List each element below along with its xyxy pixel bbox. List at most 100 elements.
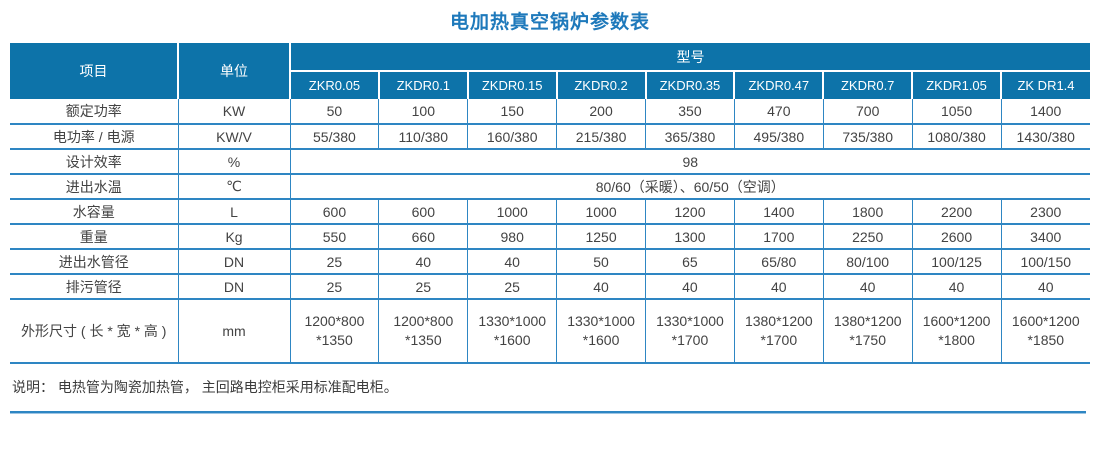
row-label: 重量: [10, 224, 179, 250]
table-row: 外形尺寸 ( 长 * 宽 * 高 ) mm 1200*800 *1350 1200*8…: [10, 299, 1090, 364]
value-cell: 65/80: [734, 249, 824, 275]
value-cell: 50: [556, 249, 646, 275]
row-unit: %: [178, 149, 291, 175]
value-cell: 1330*1000 *1600: [467, 299, 558, 364]
value-cell: 40: [912, 274, 1002, 300]
value-cell: 1330*1000 *1600: [556, 299, 646, 364]
column-header-model: ZKDR0.47: [734, 71, 825, 99]
table-body: 额定功率 KW 50 100 150 200 350 470 700 1050 1400 电功率 / …: [10, 99, 1090, 364]
row-label: 进出水温: [10, 174, 179, 200]
table-header: 项目 单位 型号 ZKR0.05 ZKDR0.1 ZKDR0.15 ZKDR0.2 ZK…: [10, 43, 1090, 99]
value-cell: 350: [645, 99, 735, 125]
row-label: 电功率 / 电源: [10, 124, 179, 150]
value-cell: 1400: [1001, 99, 1090, 125]
value-cell: 1000: [467, 199, 558, 225]
value-cell: 200: [556, 99, 646, 125]
column-header-item: 项目: [10, 43, 179, 99]
bottom-divider: [10, 411, 1086, 413]
value-cell: 1250: [556, 224, 646, 250]
header-row-models: ZKR0.05 ZKDR0.1 ZKDR0.15 ZKDR0.2 ZKDR0.35 ZKD…: [10, 71, 1090, 99]
header-row-top: 项目 单位 型号: [10, 43, 1090, 99]
column-header-model: ZKDR0.1: [378, 71, 469, 99]
row-label: 进出水管径: [10, 249, 179, 275]
value-cell: 470: [734, 99, 824, 125]
row-label: 额定功率: [10, 99, 179, 125]
value-cell: 2250: [823, 224, 913, 250]
value-cell: 65: [645, 249, 735, 275]
column-header-model: ZKDR0.2: [556, 71, 647, 99]
value-cell: 40: [1001, 274, 1090, 300]
value-cell: 1000: [556, 199, 646, 225]
value-cell: 980: [467, 224, 558, 250]
row-label: 外形尺寸 ( 长 * 宽 * 高 ): [10, 299, 179, 364]
value-cell: 100/125: [912, 249, 1002, 275]
column-header-model: ZKR0.05: [290, 71, 380, 99]
row-unit: ℃: [178, 174, 291, 200]
value-cell: 550: [290, 224, 380, 250]
value-cell: 40: [645, 274, 735, 300]
row-unit: L: [178, 199, 291, 225]
column-header-model: ZKDR1.05: [912, 71, 1002, 99]
row-unit: Kg: [178, 224, 291, 250]
value-cell: 495/380: [734, 124, 824, 150]
value-cell: 25: [290, 274, 380, 300]
value-cell: 40: [823, 274, 913, 300]
column-header-model: ZK DR1.4: [1001, 71, 1090, 99]
row-unit: DN: [178, 249, 291, 275]
value-cell: 1080/380: [912, 124, 1002, 150]
column-header-model: ZKDR0.7: [823, 71, 914, 99]
value-cell: 1600*1200 *1800: [912, 299, 1002, 364]
value-cell: 2200: [912, 199, 1002, 225]
value-cell: 2600: [912, 224, 1002, 250]
value-cell: 25: [378, 274, 469, 300]
value-cell: 25: [290, 249, 380, 275]
value-cell: 1380*1200 *1750: [823, 299, 913, 364]
row-unit: DN: [178, 274, 291, 300]
value-cell: 150: [467, 99, 558, 125]
table-row: 进出水温 ℃ 80/60（采暖）、60/50（空调）: [10, 174, 1090, 200]
value-cell: 1600*1200 *1850: [1001, 299, 1090, 364]
table-row: 电功率 / 电源 KW/V 55/380 110/380 160/380 215/380 3…: [10, 124, 1090, 150]
value-cell: 100/150: [1001, 249, 1090, 275]
value-cell: 365/380: [645, 124, 735, 150]
value-cell: 40: [734, 274, 824, 300]
value-cell: 3400: [1001, 224, 1090, 250]
value-cell: 40: [378, 249, 469, 275]
value-cell: 1430/380: [1001, 124, 1090, 150]
note-text: 说明： 电热管为陶瓷加热管， 主回路电控柜采用标准配电柜。: [12, 379, 398, 395]
value-cell: 1330*1000 *1700: [645, 299, 735, 364]
row-label: 设计效率: [10, 149, 179, 175]
table-row: 设计效率% 98: [10, 149, 1090, 175]
column-header-model: ZKDR0.35: [645, 71, 736, 99]
value-cell: 215/380: [556, 124, 646, 150]
value-cell: 2300: [1001, 199, 1090, 225]
column-header-unit: 单位: [178, 43, 291, 99]
table-row: 排污管径 DN 25 25 25 40 40 40 40 40 40: [10, 274, 1090, 300]
value-cell: 1400: [734, 199, 824, 225]
value-cell: 40: [467, 249, 558, 275]
value-cell: 160/380: [467, 124, 558, 150]
value-cell: 1200*800 *1350: [378, 299, 469, 364]
row-label: 排污管径: [10, 274, 179, 300]
value-cell: 600: [378, 199, 469, 225]
value-cell: 700: [823, 99, 913, 125]
merged-value-cell: 98: [290, 149, 1090, 175]
value-cell: 1800: [823, 199, 913, 225]
table-row: 水容量 L 600 600 1000 1000 1200 1400 1800 2200 2300: [10, 199, 1090, 225]
column-header-model: ZKDR0.15: [467, 71, 558, 99]
value-cell: 1700: [734, 224, 824, 250]
value-cell: 1300: [645, 224, 735, 250]
row-unit: KW/V: [178, 124, 291, 150]
value-cell: 735/380: [823, 124, 913, 150]
value-cell: 1200: [645, 199, 735, 225]
page-title: 电加热真空锅炉参数表: [449, 12, 650, 33]
boiler-spec-table: 项目 单位 型号 ZKR0.05 ZKDR0.1 ZKDR0.15 ZKDR0.2 ZK…: [10, 43, 1090, 364]
value-cell: 55/380: [290, 124, 380, 150]
row-label: 水容量: [10, 199, 179, 225]
value-cell: 1050: [912, 99, 1002, 125]
value-cell: 660: [378, 224, 469, 250]
value-cell: 1200*800 *1350: [290, 299, 380, 364]
row-unit: mm: [178, 299, 291, 364]
value-cell: 40: [556, 274, 646, 300]
